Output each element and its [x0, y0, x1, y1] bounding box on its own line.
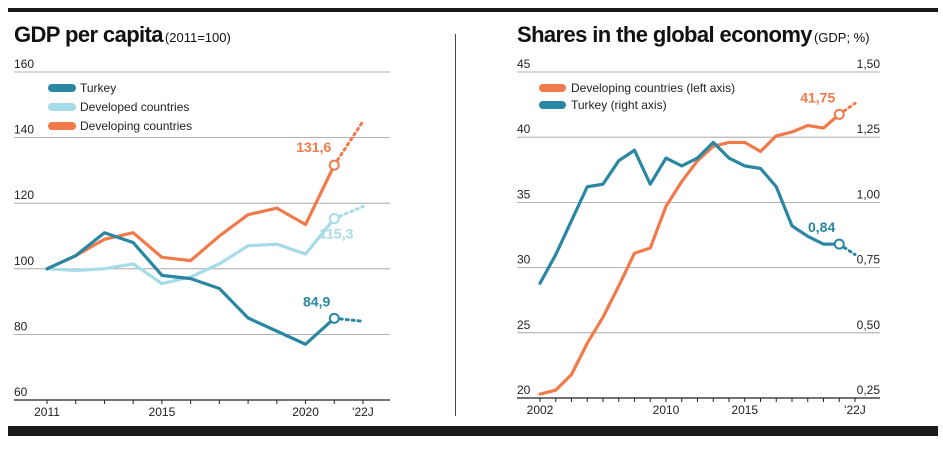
data-label: 115,3 — [319, 226, 353, 242]
x-tick-label: 2002 — [527, 403, 554, 417]
series-line-1 — [45, 217, 336, 286]
x-tick-label: 2011 — [34, 405, 60, 419]
x-tick-label: 2015 — [731, 403, 758, 417]
series-line-0 — [538, 112, 841, 396]
x-tick-label: 2010 — [653, 403, 680, 417]
chart-subtitle: (2011=100) — [164, 30, 231, 45]
right-y-tick-label: 1,25 — [857, 122, 881, 136]
series-line-1 — [538, 140, 841, 285]
left-y-tick-label: 35 — [517, 187, 531, 201]
bottom-rule — [8, 426, 938, 436]
legend-label: Turkey (right axis) — [571, 98, 667, 112]
right-y-tick-label: 0,75 — [857, 253, 881, 267]
right-y-tick-label: 0,25 — [857, 383, 881, 397]
y-tick-label: 100 — [14, 254, 34, 268]
x-tick-label: 2015 — [149, 405, 176, 419]
left-y-tick-label: 25 — [517, 318, 531, 332]
series-marker-1 — [833, 238, 845, 250]
y-tick-label: 120 — [14, 188, 34, 202]
data-label: 131,6 — [296, 139, 331, 155]
series-marker-0 — [833, 108, 845, 120]
left-y-tick-label: 40 — [517, 122, 531, 136]
left-y-tick-label: 30 — [517, 253, 531, 267]
data-label: 41,75 — [800, 89, 835, 105]
left-y-tick-label: 20 — [517, 383, 531, 397]
y-tick-label: 140 — [14, 123, 34, 137]
legend-label: Developed countries — [80, 100, 189, 114]
chart-title-global-shares: Shares in the global economy (GDP; %) — [517, 22, 870, 47]
legend-label: Turkey — [80, 81, 116, 95]
series-marker-1 — [328, 213, 340, 225]
y-tick-label: 80 — [14, 319, 28, 333]
series-marker-2 — [328, 159, 340, 171]
x-tick-label: '22J — [844, 403, 866, 417]
legend-label: Developing countries — [80, 119, 192, 133]
right-y-tick-label: 1,00 — [857, 187, 881, 201]
series-forecast-2 — [332, 119, 365, 167]
series-line-2 — [45, 163, 336, 271]
y-tick-label: 160 — [14, 57, 34, 71]
right-y-tick-label: 0,50 — [857, 318, 881, 332]
panel-divider — [455, 34, 456, 416]
y-tick-label: 60 — [14, 385, 28, 399]
x-tick-label: 2020 — [292, 405, 319, 419]
series-line-0 — [45, 231, 336, 346]
data-label: 84,9 — [303, 293, 330, 309]
data-label: 0,84 — [808, 219, 835, 235]
chart-title-gdp-per-capita: GDP per capita (2011=100) — [14, 22, 231, 47]
legend-label: Developing countries (left axis) — [571, 81, 735, 95]
x-tick-label: '22J — [352, 405, 374, 419]
left-y-tick-label: 45 — [517, 57, 531, 71]
chart-subtitle: (GDP; %) — [813, 30, 870, 45]
right-y-tick-label: 1,50 — [857, 57, 881, 71]
series-marker-0 — [328, 312, 340, 324]
top-rule — [8, 8, 938, 12]
